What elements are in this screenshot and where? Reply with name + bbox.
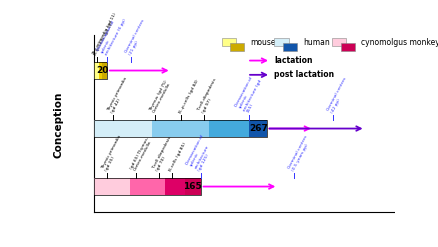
Text: Demarcation of
splenic
architecture (6 pp): Demarcation of splenic architecture (6 p… bbox=[96, 14, 127, 56]
Text: Demarcation of
splenic
architecture (gd
155): Demarcation of splenic architecture (gd … bbox=[233, 74, 266, 114]
Bar bbox=[94, 121, 266, 137]
Text: post lactation: post lactation bbox=[274, 70, 334, 79]
Text: Conception: Conception bbox=[54, 92, 64, 158]
Bar bbox=[340, 43, 354, 51]
Text: B-,p-cells (gd 84): B-,p-cells (gd 84) bbox=[178, 79, 199, 114]
Bar bbox=[221, 38, 235, 46]
Bar bbox=[274, 38, 288, 46]
Text: cynomolgus monkey: cynomolgus monkey bbox=[360, 38, 438, 47]
Bar bbox=[94, 62, 98, 79]
Text: 20: 20 bbox=[96, 66, 108, 75]
Text: Thymic primordia
(gd 42): Thymic primordia (gd 42) bbox=[106, 76, 131, 114]
Bar bbox=[98, 62, 102, 79]
Text: 267: 267 bbox=[249, 124, 268, 133]
Text: (gd 65) Thymus-
Cortex-medulla: (gd 65) Thymus- Cortex-medulla bbox=[129, 136, 153, 172]
Text: Thymic primordia
(gd 35): Thymic primordia (gd 35) bbox=[100, 134, 125, 172]
Bar bbox=[94, 179, 200, 195]
Bar bbox=[94, 179, 129, 195]
Text: Germinal centres
(42 pp): Germinal centres (42 pp) bbox=[325, 77, 350, 114]
Text: human: human bbox=[302, 38, 329, 47]
Text: Thymus (gd 75)
Cortex-medulla: Thymus (gd 75) Cortex-medulla bbox=[148, 79, 172, 114]
Text: Germinal centres
(21 pp): Germinal centres (21 pp) bbox=[124, 19, 149, 56]
Bar bbox=[332, 38, 346, 46]
Bar bbox=[102, 62, 107, 79]
Bar bbox=[282, 43, 297, 51]
Bar bbox=[94, 62, 107, 79]
Text: Thy primordia (gd 11): Thy primordia (gd 11) bbox=[91, 12, 117, 56]
Text: Demarcation of
splenic
architecture
(gd 125): Demarcation of splenic architecture (gd … bbox=[185, 134, 216, 172]
Bar bbox=[208, 121, 249, 137]
Bar bbox=[151, 121, 208, 137]
Bar bbox=[230, 43, 244, 51]
Text: T-cell diapedesis
(gd 70): T-cell diapedesis (gd 70) bbox=[152, 136, 176, 172]
Bar bbox=[94, 121, 151, 137]
Text: 165: 165 bbox=[183, 182, 201, 191]
Bar bbox=[129, 179, 165, 195]
Text: T-cell-diapedesis
(gd 97): T-cell-diapedesis (gd 97) bbox=[197, 77, 221, 114]
Text: mouse: mouse bbox=[250, 38, 275, 47]
Bar bbox=[249, 121, 266, 137]
Text: Germinal centres
(0.5 years pp): Germinal centres (0.5 years pp) bbox=[287, 135, 312, 172]
Text: lactation: lactation bbox=[274, 56, 312, 65]
Text: B-,p-cells (gd 17): B-,p-cells (gd 17) bbox=[94, 21, 115, 56]
Bar bbox=[165, 179, 184, 195]
Text: B-cells (gd 85): B-cells (gd 85) bbox=[168, 142, 187, 172]
Bar bbox=[184, 179, 200, 195]
